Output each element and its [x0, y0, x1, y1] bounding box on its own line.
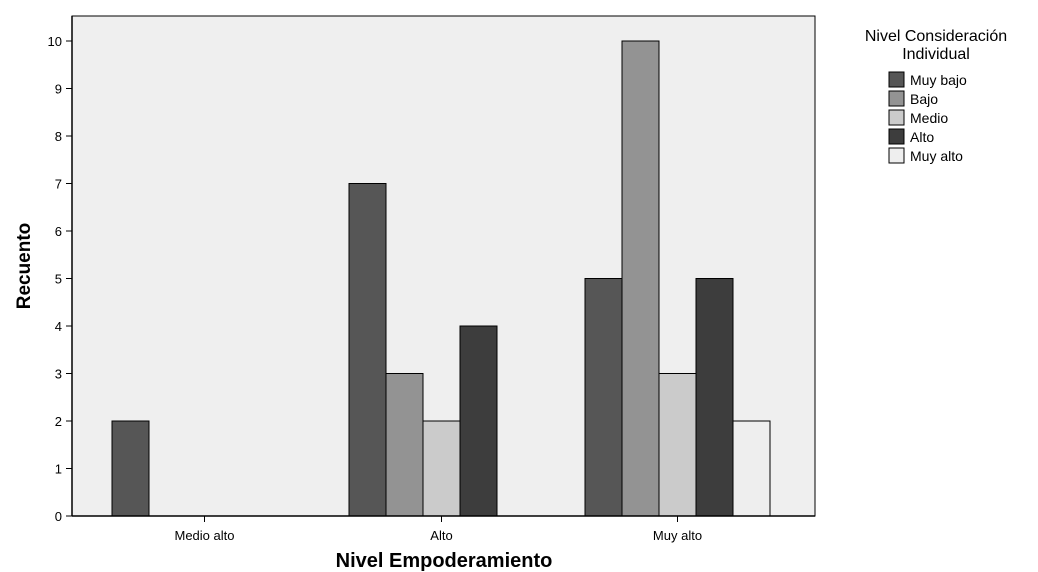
- y-tick-label: 1: [55, 462, 62, 477]
- x-tick-label: Medio alto: [175, 528, 235, 543]
- y-tick-label: 5: [55, 272, 62, 287]
- y-tick-label: 2: [55, 414, 62, 429]
- legend-label: Muy alto: [910, 148, 963, 164]
- y-axis-title: Recuento: [14, 223, 35, 310]
- bar-muy-bajo-1: [348, 183, 387, 517]
- x-axis: Medio alto Alto Muy alto: [175, 516, 702, 543]
- legend-label: Medio: [910, 110, 948, 126]
- legend-items: Muy bajo Bajo Medio Alto Muy alto: [888, 71, 967, 164]
- bar-alto-2: [695, 278, 734, 517]
- legend-label: Bajo: [910, 91, 938, 107]
- y-tick-label: 10: [48, 34, 62, 49]
- legend-swatch: [888, 147, 905, 164]
- bar-bajo-1: [385, 373, 424, 517]
- legend-label: Muy bajo: [910, 72, 967, 88]
- y-tick-label: 0: [55, 509, 62, 524]
- legend: Nivel Consideración Individual Muy bajo B…: [865, 28, 1007, 164]
- legend-title-line-2: Individual: [902, 46, 970, 63]
- y-axis: 0 1 2 3 4 5 6 7 8 9 10: [48, 34, 72, 524]
- y-tick-label: 9: [55, 82, 62, 97]
- x-tick-label: Muy alto: [653, 528, 702, 543]
- x-axis-title: Nivel Empoderamiento: [336, 550, 553, 572]
- bars: [111, 40, 771, 517]
- bar-medio-1: [422, 420, 461, 517]
- bar-bajo-2: [621, 40, 660, 517]
- y-tick-label: 3: [55, 367, 62, 382]
- y-tick-label: 4: [55, 319, 62, 334]
- legend-swatch: [888, 71, 905, 88]
- bar-alto-1: [459, 325, 498, 517]
- legend-swatch: [888, 128, 905, 145]
- legend-swatch: [888, 90, 905, 107]
- bar-muy-bajo-0: [111, 420, 150, 517]
- y-tick-label: 7: [55, 177, 62, 192]
- legend-label: Alto: [910, 129, 934, 145]
- legend-title-line-1: Nivel Consideración: [865, 28, 1007, 45]
- bar-muy-bajo-2: [584, 278, 623, 517]
- y-tick-label: 6: [55, 224, 62, 239]
- y-tick-label: 8: [55, 129, 62, 144]
- bar-medio-2: [658, 373, 697, 517]
- x-tick-label: Alto: [430, 528, 452, 543]
- legend-swatch: [888, 109, 905, 126]
- bar-muy-alto-2: [732, 420, 771, 517]
